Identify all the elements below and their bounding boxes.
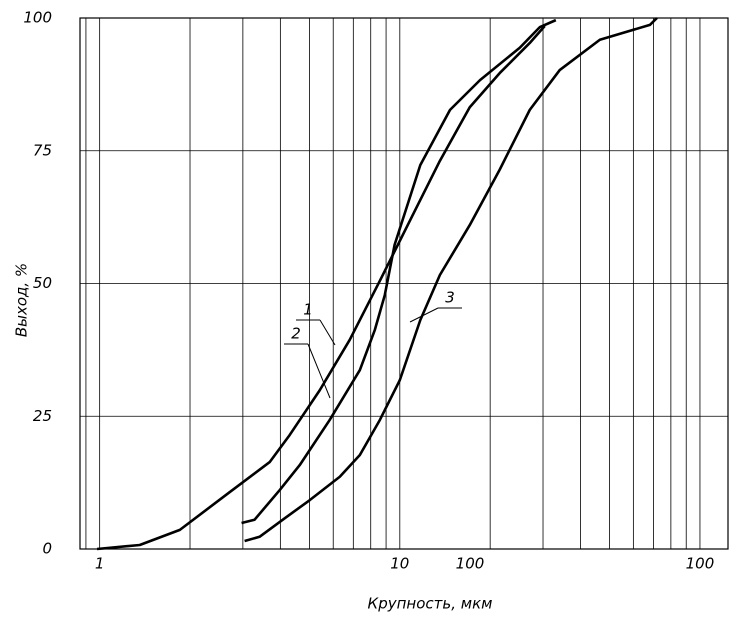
y-tick-label: 100: [23, 9, 52, 27]
x-extra-label: 100: [456, 555, 485, 573]
x-tick-label: 10: [390, 555, 409, 573]
leader-line: [409, 307, 439, 323]
curve-label: 3: [445, 289, 455, 307]
x-tick-label: 100: [686, 555, 715, 573]
curve-label: 2: [291, 325, 301, 343]
x-axis-label: Крупность, мкм: [368, 595, 493, 613]
y-tick-label: 50: [33, 274, 52, 292]
y-tick-label: 25: [33, 407, 52, 425]
line: [244, 17, 658, 543]
y-axis-label: Выход, %: [13, 263, 31, 337]
leader-line: [319, 319, 336, 346]
x-tick-label: 1: [95, 555, 105, 573]
line: [96, 25, 546, 551]
curve-label: 1: [303, 301, 313, 319]
y-tick-label: 75: [33, 141, 52, 159]
leader-line: [307, 343, 331, 399]
y-tick-label: 0: [42, 540, 52, 558]
line: [241, 18, 557, 525]
